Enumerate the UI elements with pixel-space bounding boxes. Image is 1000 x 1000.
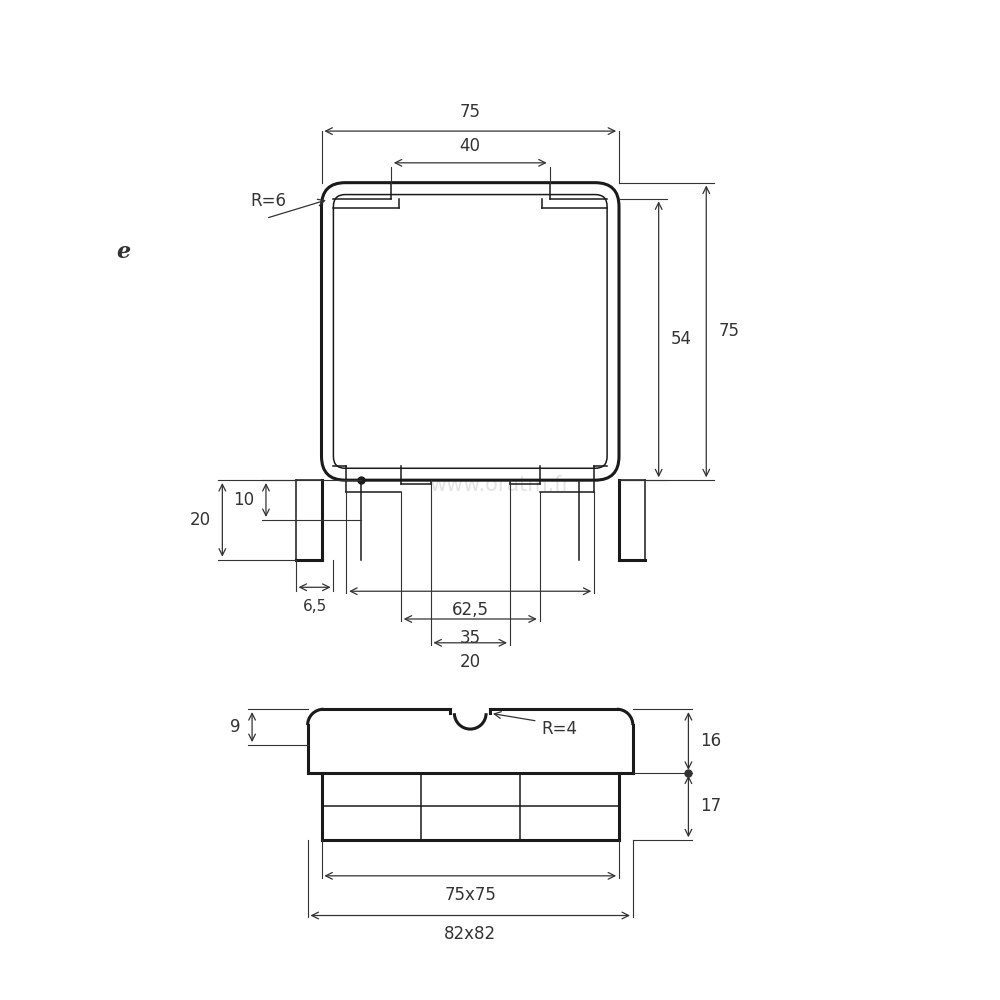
Text: www.oratm.fr: www.oratm.fr	[429, 475, 571, 495]
Text: 54: 54	[671, 330, 692, 348]
Text: R=4: R=4	[542, 720, 578, 738]
Text: 82x82: 82x82	[444, 925, 496, 943]
Text: 16: 16	[700, 732, 721, 750]
Text: 75x75: 75x75	[444, 886, 496, 904]
Text: 17: 17	[700, 797, 721, 815]
Text: e: e	[116, 241, 130, 263]
Text: 20: 20	[460, 653, 481, 671]
Text: 75: 75	[460, 103, 481, 121]
Text: 20: 20	[189, 511, 210, 529]
Text: 75: 75	[718, 322, 739, 340]
Text: 9: 9	[230, 718, 240, 736]
Text: 6,5: 6,5	[302, 599, 327, 614]
Text: R=6: R=6	[250, 192, 286, 210]
Text: 10: 10	[233, 491, 254, 509]
Text: 62,5: 62,5	[452, 601, 489, 619]
Text: 35: 35	[460, 629, 481, 647]
Text: 40: 40	[460, 137, 481, 155]
